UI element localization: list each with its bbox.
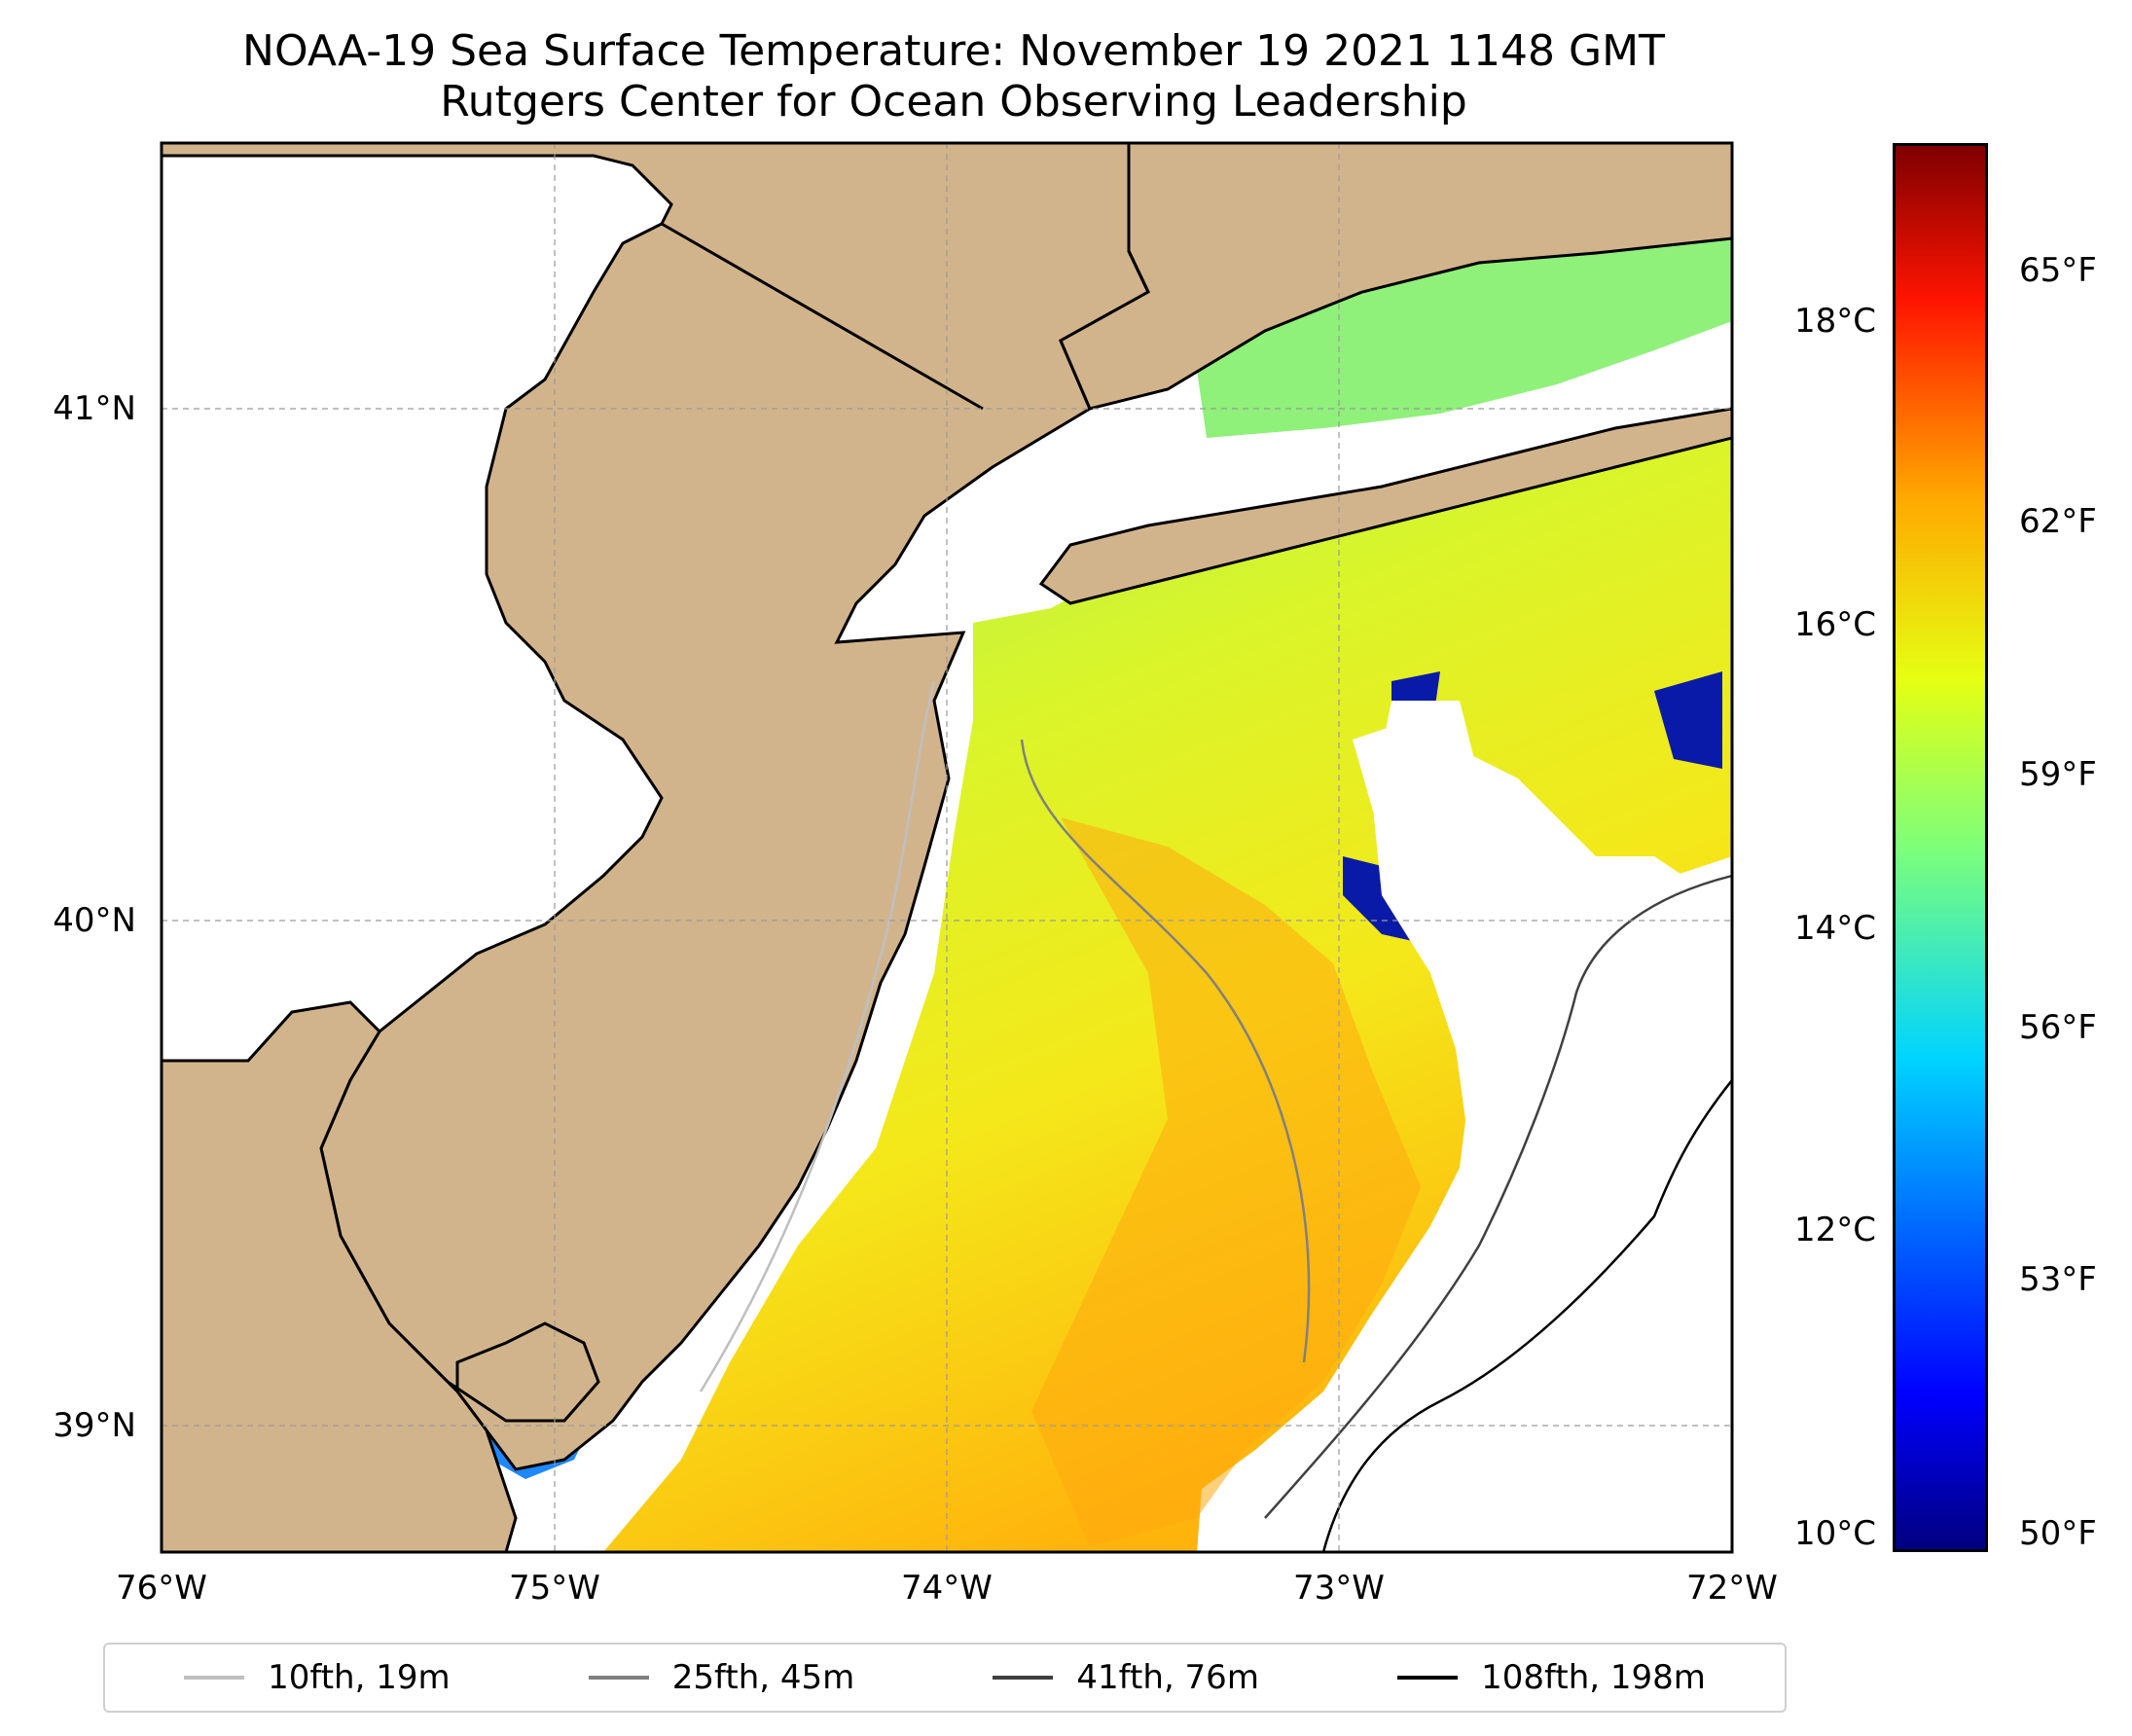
contour-41fth <box>1264 874 1732 1519</box>
land-west <box>162 1000 518 1552</box>
fahrenheit-tick-label: 65°F <box>2019 251 2097 290</box>
x-tick-label: 72°W <box>1686 1569 1778 1608</box>
y-tick-label: 41°N <box>53 389 136 428</box>
cold-fronts <box>1343 671 1722 954</box>
x-tick-label: 74°W <box>901 1569 993 1608</box>
celsius-tick-label: 18°C <box>1793 302 1876 341</box>
y-tick-label: 40°N <box>53 901 136 940</box>
legend-line <box>993 1676 1054 1680</box>
fahrenheit-tick-label: 53°F <box>2019 1260 2097 1299</box>
legend-label: 41fth, 76m <box>1076 1658 1259 1697</box>
chart-title: NOAA-19 Sea Surface Temperature: Novembe… <box>242 26 1665 76</box>
celsius-tick-label: 14°C <box>1793 909 1876 948</box>
legend-entry: 41fth, 76m <box>993 1658 1259 1697</box>
warm-core <box>1031 817 1421 1547</box>
y-tick-label: 39°N <box>53 1406 136 1445</box>
colorbar <box>1893 143 1988 1552</box>
legend-entry: 25fth, 45m <box>588 1658 855 1697</box>
land-mainland <box>162 143 1150 1471</box>
celsius-tick-label: 10°C <box>1793 1514 1876 1553</box>
celsius-tick-label: 16°C <box>1793 605 1876 644</box>
state-borders <box>661 222 1150 411</box>
chart-subtitle: Rutgers Center for Ocean Observing Leade… <box>440 77 1467 127</box>
fahrenheit-tick-label: 56°F <box>2019 1008 2097 1047</box>
celsius-tick-label: 12°C <box>1793 1211 1876 1249</box>
x-tick-label: 75°W <box>509 1569 600 1608</box>
land-long-island <box>1038 407 1732 605</box>
legend-line <box>1397 1676 1459 1680</box>
legend-label: 25fth, 45m <box>671 1658 855 1697</box>
fahrenheit-tick-label: 59°F <box>2019 755 2097 794</box>
contour-108fth <box>1321 1079 1732 1552</box>
fahrenheit-tick-label: 50°F <box>2019 1514 2097 1553</box>
contour-legend: 10fth, 19m 25fth, 45m 41fth, 76m 108fth,… <box>103 1643 1787 1713</box>
no-data-region <box>1197 701 1732 1552</box>
x-tick-label: 73°W <box>1293 1569 1385 1608</box>
map-frame <box>160 141 1734 1554</box>
fahrenheit-tick-label: 62°F <box>2019 502 2097 541</box>
contour-10fth <box>699 680 936 1392</box>
sound-field <box>1197 229 1732 438</box>
legend-label: 108fth, 198m <box>1481 1658 1706 1697</box>
legend-label: 10fth, 19m <box>268 1658 451 1697</box>
legend-line <box>588 1676 649 1680</box>
x-tick-label: 76°W <box>116 1569 207 1608</box>
legend-entry: 10fth, 19m <box>184 1658 451 1697</box>
gridlines <box>162 143 1732 1552</box>
contour-25fth <box>1020 739 1311 1363</box>
legend-entry: 108fth, 198m <box>1397 1658 1706 1697</box>
legend-line <box>184 1676 245 1680</box>
